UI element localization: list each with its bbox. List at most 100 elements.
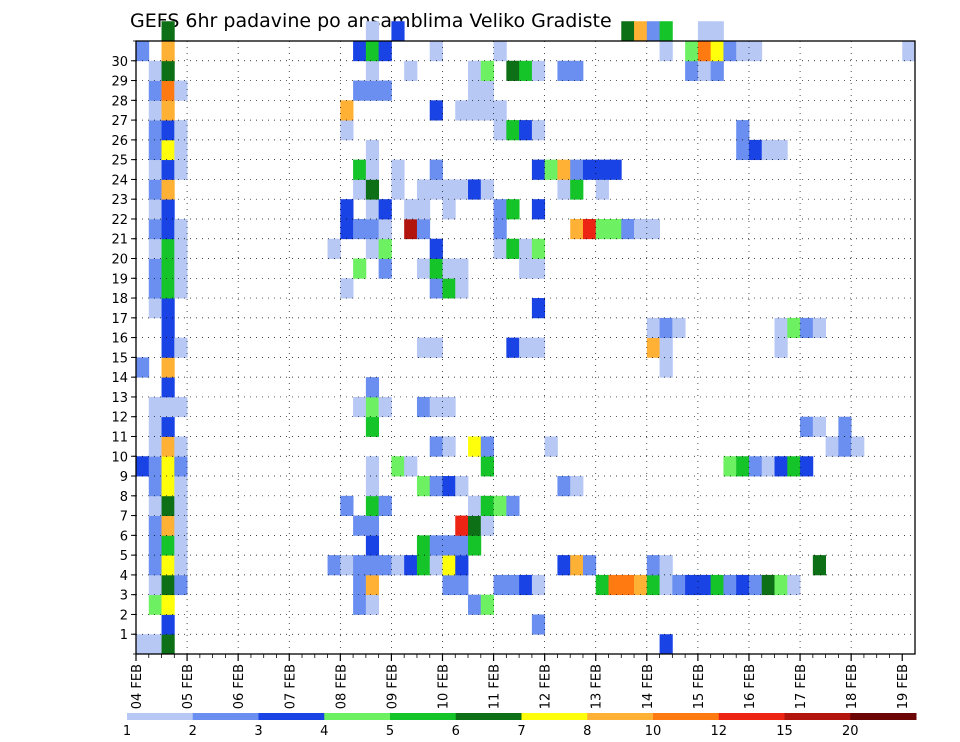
heatmap-cell-52-16 [800,317,814,339]
heatmap-cell-17-28 [353,80,367,101]
heatmap-cell-51-3 [787,574,801,596]
heatmap-cell-1-12 [148,396,162,418]
heatmap-cell-38-3 [621,574,635,596]
heatmap-cell-47-9 [736,456,750,477]
heatmap-cell-24-23 [442,179,456,200]
heatmap-cell-53-11 [812,416,827,437]
heatmap-cell-49-3 [761,574,775,596]
heatmap-cell-44-3 [697,574,712,596]
heatmap-cell-40-3 [646,574,660,596]
legend-label: 3 [254,724,262,739]
heatmap-cell-3-24 [174,159,188,180]
y-tick-label: 19 [111,272,128,287]
heatmap-cell-49-25 [761,139,775,161]
heatmap-cell-18-8 [365,476,380,497]
heatmap-cell-3-3 [174,574,188,596]
heatmap-cell-22-4 [416,555,431,576]
heatmap-cell-1-5 [148,535,162,556]
legend-swatch-11 [784,713,851,720]
heatmap-cell-16-22 [340,199,354,220]
heatmap-cell-55-11 [838,416,852,437]
heatmap-cell-26-6 [468,515,482,536]
y-tick-label: 20 [111,253,128,268]
legend-swatch-12 [850,713,917,720]
y-tick-label: 6 [120,529,128,544]
heatmap-cell-25-8 [455,476,469,497]
heatmap-cell-26-2 [468,594,482,615]
heatmap-cell-32-10 [544,436,558,457]
heatmap-cell-23-12 [429,396,443,418]
heatmap-cell-18-20 [365,238,380,259]
heatmap-cell-23-23 [429,179,443,200]
heatmap-cell-1-9 [148,456,162,477]
heatmap-cell-26-28 [468,80,482,101]
heatmap-cell-1-26 [148,120,162,141]
heatmap-cell-37-3 [608,574,622,596]
heatmap-cell-2-15 [161,337,175,358]
heatmap-cell-19-22 [378,199,392,220]
heatmap-cell-29-3 [506,574,520,596]
heatmap-cell-29-7 [506,495,520,516]
heatmap-cell-24-3 [442,574,456,596]
heatmap-cell-15-4 [327,555,341,576]
legend-swatch-2 [192,713,259,720]
heatmap-cell-18-7 [365,495,380,516]
legend-swatch-9 [653,713,720,720]
heatmap-cell-29-22 [506,199,520,220]
heatmap-cell-43-3 [685,574,699,596]
heatmap-cell-1-23 [148,179,162,200]
heatmap-cell-23-30 [429,41,443,62]
heatmap-cell-26-7 [468,495,482,516]
heatmap-cell-23-24 [429,159,443,180]
x-axis: 04 FEB 05 FEB 06 FEB 07 FEB 08 FEB 09 FEB 10 F… [130,654,911,709]
heatmap-cell-20-4 [391,555,405,576]
y-tick-label: 9 [120,470,128,485]
heatmap-cell-17-24 [353,159,367,180]
heatmap-cell-49-9 [761,456,775,477]
heatmap-cell-33-29 [557,60,571,81]
heatmap-cell-22-23 [416,179,431,200]
heatmap-cell-3-4 [174,555,188,576]
x-tick-label: 12 FEB [539,664,554,709]
legend-label: 20 [842,724,859,739]
heatmap-cell-38-31 [621,21,635,42]
heatmap-cell-18-11 [365,416,380,437]
x-tick-label: 15 FEB [692,664,707,709]
heatmap-cell-2-0 [161,634,175,655]
y-tick-label: 16 [111,332,128,347]
heatmap-cell-18-13 [365,377,380,398]
heatmap-cell-41-30 [659,41,673,62]
heatmap-cell-2-6 [161,515,175,536]
heatmap-cell-1-21 [148,218,162,240]
heatmap-cell-18-25 [365,139,380,161]
heatmap-cell-1-10 [148,436,162,457]
heatmap-cell-2-7 [161,495,175,516]
heatmap-cell-1-8 [148,476,162,497]
heatmap-cell-30-26 [519,120,533,141]
heatmap-cell-26-5 [468,535,482,556]
heatmap-cell-3-6 [174,515,188,536]
heatmap-cell-26-10 [468,436,482,457]
heatmap-cell-18-2 [365,594,380,615]
heatmap-cell-32-24 [544,159,558,180]
chart-title: GEFS 6hr padavine po ansamblima Veliko G… [130,10,612,32]
heatmap-cell-50-15 [774,337,788,358]
heatmap-cell-2-25 [161,139,175,161]
heatmap-cell-18-24 [365,159,380,180]
plot-frame [135,40,916,655]
heatmap-cell-24-19 [442,258,456,279]
heatmap-cell-28-3 [493,574,507,596]
heatmap-cell-45-29 [710,60,724,81]
heatmap-cell-48-25 [748,139,763,161]
heatmap-cell-3-5 [174,535,188,556]
heatmap-cell-34-21 [570,218,584,240]
heatmap-cell-16-27 [340,100,354,121]
color-legend: 1 2 3 4 5 6 7 8 10 12 15 20 [123,713,917,739]
heatmap-cell-16-26 [340,120,354,141]
heatmap-cell-50-16 [774,317,788,339]
heatmap-cells [136,21,916,655]
heatmap-cell-2-23 [161,179,175,200]
heatmap-cell-1-3 [148,574,162,596]
heatmap-cell-19-12 [378,396,392,418]
